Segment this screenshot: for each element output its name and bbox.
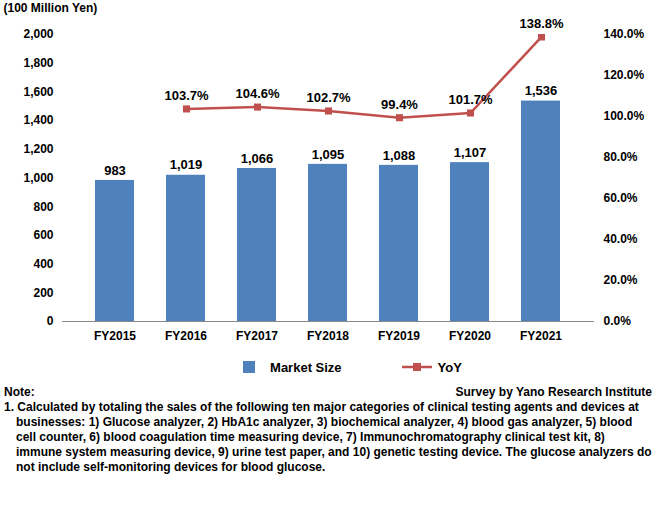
svg-text:40.0%: 40.0%	[604, 232, 638, 246]
svg-text:1,095: 1,095	[312, 147, 345, 162]
svg-text:0.0%: 0.0%	[604, 314, 632, 328]
html-text:Market Size: Market Size	[270, 359, 342, 375]
svg-text:FY2021: FY2021	[520, 329, 562, 343]
svg-text:100.0%: 100.0%	[604, 109, 645, 123]
svg-text:200: 200	[33, 286, 53, 300]
svg-text:102.7%: 102.7%	[306, 90, 351, 105]
svg-text:FY2018: FY2018	[307, 329, 349, 343]
svg-text:1,800: 1,800	[23, 56, 53, 70]
svg-text:600: 600	[33, 228, 53, 242]
svg-text:1,066: 1,066	[241, 151, 274, 166]
svg-text:(100 Million Yen): (100 Million Yen)	[4, 1, 98, 15]
svg-text:1,600: 1,600	[23, 85, 53, 99]
svg-text:80.0%: 80.0%	[604, 150, 638, 164]
svg-text:104.6%: 104.6%	[235, 86, 280, 101]
html-text:1. Calculated by totaling the: 1. Calculated by totaling the sales of t…	[4, 400, 652, 474]
svg-text:1,200: 1,200	[23, 142, 53, 156]
svg-text:1,088: 1,088	[383, 148, 416, 163]
svg-text:99.4%: 99.4%	[381, 97, 418, 112]
svg-text:FY2015: FY2015	[94, 329, 136, 343]
svg-text:FY2016: FY2016	[165, 329, 207, 343]
svg-text:1,019: 1,019	[170, 157, 203, 172]
svg-text:101.7%: 101.7%	[448, 92, 493, 107]
svg-text:0: 0	[47, 314, 54, 328]
html-text:Survey by Yano Research Instit: Survey by Yano Research Institute	[455, 385, 652, 399]
svg-text:60.0%: 60.0%	[604, 191, 638, 205]
svg-text:1,000: 1,000	[23, 171, 53, 185]
svg-text:140.0%: 140.0%	[604, 27, 645, 41]
svg-text:FY2020: FY2020	[449, 329, 491, 343]
html-text:Note:: Note:	[4, 385, 35, 399]
svg-text:103.7%: 103.7%	[164, 88, 209, 103]
svg-text:120.0%: 120.0%	[604, 68, 645, 82]
svg-text:400: 400	[33, 257, 53, 271]
svg-text:1,536: 1,536	[525, 83, 558, 98]
svg-text:FY2017: FY2017	[236, 329, 278, 343]
svg-text:2,000: 2,000	[23, 27, 53, 41]
svg-text:20.0%: 20.0%	[604, 273, 638, 287]
html-text:YoY: YoY	[437, 359, 462, 375]
svg-text:FY2019: FY2019	[378, 329, 420, 343]
svg-text:800: 800	[33, 200, 53, 214]
svg-text:1,400: 1,400	[23, 113, 53, 127]
svg-text:983: 983	[104, 163, 126, 178]
svg-text:1,107: 1,107	[454, 145, 487, 160]
svg-text:138.8%: 138.8%	[519, 16, 564, 31]
